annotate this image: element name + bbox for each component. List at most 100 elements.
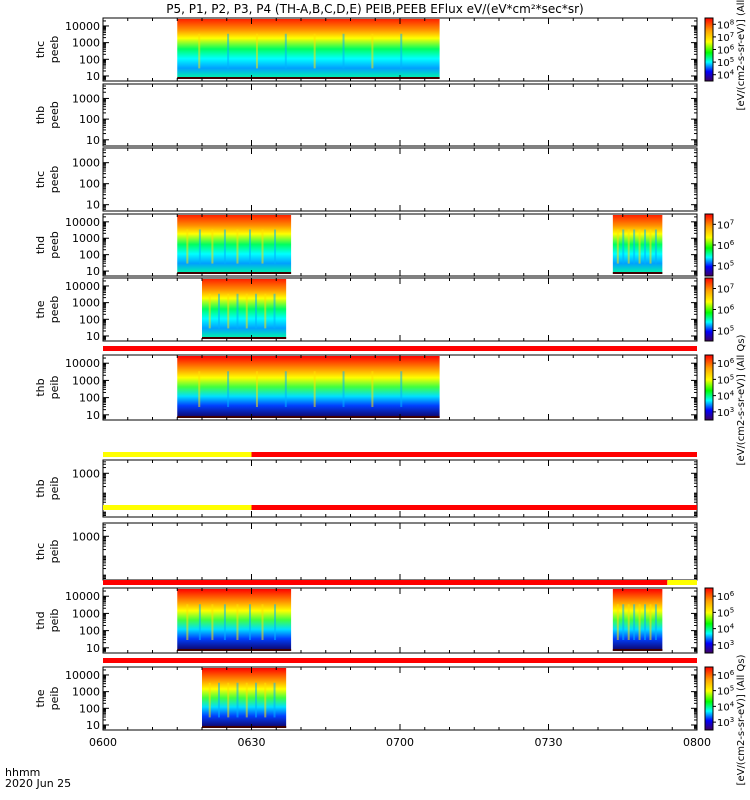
panel-product-label: peeb [48, 36, 61, 64]
mode-bar-segment [103, 580, 668, 585]
spacecraft-potential-line [177, 77, 440, 79]
flux-streak [264, 682, 267, 718]
mode-bar-segment [103, 452, 252, 457]
flux-block [177, 19, 440, 79]
flux-block [612, 589, 663, 651]
colorbar [704, 17, 714, 82]
spectrogram-panel: 10 100 1000 thc peeb [34, 147, 698, 212]
flux-streak [236, 604, 239, 640]
flux-streak [284, 33, 287, 69]
flux-streak [223, 229, 226, 264]
flux-streak [186, 604, 189, 640]
flux-streak [313, 371, 316, 407]
y-tick-label: 10000 [65, 20, 100, 33]
colorbar-units-label: [eV/(cm2-s-sr-eV)] (All Qs) [736, 0, 747, 110]
colorbar-tick-label: 107 [717, 218, 734, 231]
flux-streak [198, 604, 201, 640]
y-tick-label: 10 [86, 265, 100, 278]
flux-block [177, 356, 440, 418]
colorbar-tick-label: 106 [717, 239, 735, 252]
flux-streak [633, 229, 636, 264]
y-tick-label: 100 [79, 702, 100, 715]
y-tick-label: 100 [79, 249, 100, 262]
y-tick-label: 10 [86, 642, 100, 655]
colorbar-tick-label: 106 [717, 44, 735, 57]
y-tick-label: 1000 [72, 374, 100, 387]
spacecraft-potential-line [177, 272, 292, 274]
flux-streak [227, 293, 230, 329]
panel-product-label: peib [48, 477, 61, 501]
panel-product-label: peib [48, 687, 61, 711]
y-tick-label: 1000 [72, 92, 100, 105]
colorbar-tick-label: 106 [717, 357, 735, 370]
flux-block [177, 589, 292, 651]
flux-streak [255, 371, 258, 407]
flux-block [202, 668, 287, 728]
colorbar-tick-label: 104 [717, 700, 735, 713]
colorbar-tick-label: 104 [717, 390, 735, 403]
panel-background [103, 523, 697, 580]
y-tick-label: 100 [79, 53, 100, 66]
flux-streak [261, 604, 264, 640]
flux-streak [227, 682, 230, 718]
spectrogram-panel: 10 100 1000 10000 the peeb 105 106 107 [34, 277, 735, 343]
colorbar-tick-label: 107 [717, 31, 734, 44]
spacecraft-potential-line [177, 649, 292, 651]
flux-streak [273, 682, 276, 718]
colorbar-tick-label: 103 [717, 639, 734, 652]
colorbar-tick-label: 106 [717, 304, 735, 317]
y-tick-label: 10 [86, 134, 100, 147]
spacecraft-potential-line [177, 416, 440, 418]
time-axis-label: hhmm [5, 766, 41, 779]
spectrogram-panel: 10 100 1000 10000 the peib 103 104 105 106 [34, 666, 735, 732]
figure-title: P5, P1, P2, P3, P4 (TH-A,B,C,D,E) PEIB,P… [166, 2, 584, 16]
flux-streak [616, 229, 619, 264]
spacecraft-potential-line [612, 272, 663, 274]
mode-bar-segment [667, 580, 697, 585]
flux-streak [622, 604, 625, 640]
flux-streak [371, 371, 374, 407]
colorbar-units-label: [eV/(cm2-s-sr-eV)] (All Qs) [736, 334, 747, 465]
y-tick-label: 100 [79, 178, 100, 191]
y-tick-label: 100 [79, 313, 100, 326]
y-tick-label: 100 [79, 625, 100, 638]
y-tick-label: 10 [86, 199, 100, 212]
x-tick-label: 0600 [89, 736, 117, 749]
flux-streak [638, 604, 641, 640]
y-tick-label: 10 [86, 719, 100, 732]
mode-bar-segment [103, 505, 252, 510]
panel-background [103, 667, 697, 730]
panel-product-label: peeb [48, 101, 61, 129]
spacecraft-potential-line [202, 726, 287, 728]
colorbar-tick-label: 105 [717, 56, 734, 69]
panel-product-label: peib [48, 540, 61, 564]
flux-streak [400, 33, 403, 69]
flux-streak [649, 604, 652, 640]
y-tick-label: 10000 [65, 669, 100, 682]
flux-streak [236, 682, 239, 718]
panel-probe-label: thb [34, 479, 47, 497]
y-tick-label: 1000 [72, 232, 100, 245]
panel-probe-label: thc [34, 41, 47, 58]
flux-streak [186, 229, 189, 264]
flux-streak [264, 293, 267, 329]
flux-streak [644, 604, 647, 640]
panel-background [103, 278, 697, 341]
flux-streak [649, 229, 652, 264]
flux-streak [261, 229, 264, 264]
y-tick-label: 1000 [72, 607, 100, 620]
spectrogram-panel: 10 100 1000 10000 thb peib 103 104 105 106 [34, 354, 735, 422]
colorbar-tick-label: 103 [717, 716, 734, 729]
panel-background [103, 148, 697, 211]
flux-streak [633, 604, 636, 640]
y-tick-label: 1000 [72, 467, 100, 480]
colorbar-tick-label: 105 [717, 606, 734, 619]
flux-streak [284, 371, 287, 407]
colorbar [704, 354, 714, 421]
colorbar-tick-label: 107 [717, 283, 734, 296]
y-tick-label: 1000 [72, 686, 100, 699]
flux-streak [223, 604, 226, 640]
flux-streak [654, 604, 657, 640]
flux-streak [236, 229, 239, 264]
panel-probe-label: thc [34, 543, 47, 560]
